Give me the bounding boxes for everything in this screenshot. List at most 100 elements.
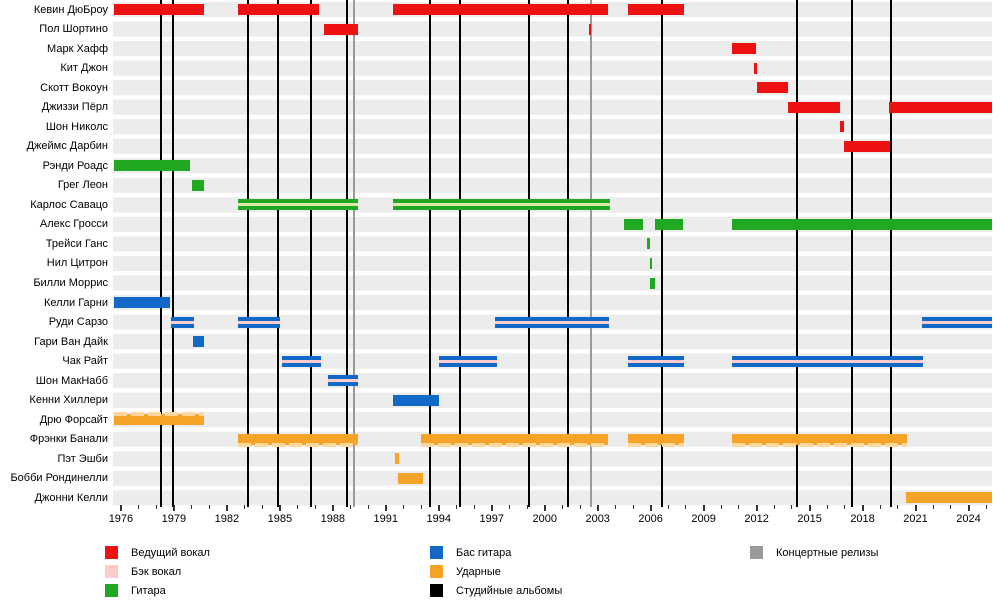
role-stripe — [731, 359, 923, 363]
timeline-bar — [281, 355, 322, 367]
timeline-bar — [889, 101, 992, 113]
studio-album-line-8 — [527, 0, 530, 507]
role-stripe — [238, 203, 358, 207]
timeline-bar — [238, 316, 280, 328]
timeline-bar — [392, 199, 611, 211]
x-axis-tick — [950, 505, 952, 509]
studio-album-line-4 — [309, 0, 312, 507]
blue-swatch — [430, 546, 443, 559]
timeline-bar — [191, 179, 204, 191]
member-label: Джиззи Пёрл — [41, 101, 108, 114]
member-label: Кит Джон — [60, 62, 108, 75]
x-axis-tick — [561, 505, 563, 509]
x-axis-tick-label: 1997 — [479, 513, 504, 525]
member-label: Пол Шортино — [39, 23, 108, 36]
x-axis-tick-label: 2012 — [744, 513, 769, 525]
timeline-bar — [753, 62, 757, 74]
x-axis-tick-label: 2018 — [850, 513, 875, 525]
studio-album-line-3 — [277, 0, 280, 507]
timeline-bar — [787, 101, 841, 113]
x-axis-tick — [808, 505, 811, 511]
studio-album-line-9 — [566, 0, 569, 507]
timeline-bar — [113, 4, 204, 15]
x-axis-tick-label: 1985 — [267, 513, 293, 525]
legend-label: Студийные альбомы — [456, 585, 563, 597]
role-stripe — [171, 320, 195, 324]
timeline-bar — [844, 140, 890, 152]
backing-vocal-fringe — [627, 442, 685, 447]
timeline-bar — [438, 355, 498, 367]
x-axis-tick — [455, 505, 457, 509]
x-axis-tick — [702, 505, 705, 511]
member-label: Шон МакНабб — [35, 374, 108, 387]
member-label: Нил Цитрон — [46, 257, 108, 270]
x-axis-tick — [172, 505, 175, 511]
x-axis-tick — [844, 505, 846, 509]
studio-album-line-2 — [247, 0, 250, 507]
x-axis-tick — [879, 505, 881, 509]
member-label: Джонни Келли — [34, 491, 108, 504]
x-axis-tick — [437, 505, 440, 511]
timeline-bar — [324, 23, 358, 35]
legend-label: Концертные релизы — [776, 547, 879, 559]
x-axis-tick-label: 2024 — [956, 513, 981, 525]
x-axis-tick — [755, 505, 758, 511]
x-axis-tick — [402, 505, 404, 509]
timeline-bar — [731, 43, 756, 55]
studio-album-line-13 — [889, 0, 892, 507]
timeline-bar — [905, 492, 992, 504]
red-swatch — [105, 546, 118, 559]
x-axis-tick — [119, 505, 122, 511]
x-axis-tick — [614, 505, 616, 509]
x-axis-tick — [191, 505, 193, 509]
timeline-bar — [193, 336, 204, 348]
member-label: Дрю Форсайт — [39, 413, 108, 426]
x-axis-tick-label: 2021 — [903, 513, 928, 525]
legend-label: Ударные — [456, 566, 501, 578]
member-label: Кевин ДюБроу — [33, 3, 108, 16]
timeline-bar — [113, 160, 190, 172]
x-axis-tick-label: 1991 — [373, 513, 399, 525]
timeline-bar — [647, 238, 650, 250]
x-axis-tick — [420, 505, 422, 509]
studio-album-line-6 — [428, 0, 431, 507]
timeline-bar — [171, 316, 195, 328]
x-axis-tick — [861, 505, 864, 511]
x-axis-tick — [473, 505, 475, 509]
live-release-line-0 — [353, 0, 356, 507]
role-stripe — [495, 320, 610, 324]
legend-label: Ведущий вокал — [131, 547, 210, 559]
x-axis-tick — [685, 505, 687, 509]
timeline-bar — [398, 472, 423, 484]
timeline-bar — [756, 82, 789, 94]
timeline-bar — [588, 23, 592, 35]
legend-label: Бас гитара — [456, 547, 512, 559]
timeline-bar — [113, 297, 171, 309]
role-stripe — [281, 359, 322, 363]
x-axis-tick — [543, 505, 546, 511]
x-axis-tick — [649, 505, 652, 511]
member-label: Джеймс Дарбин — [26, 140, 108, 153]
timeline-bar — [113, 412, 204, 426]
x-axis-tick-label: 2006 — [638, 513, 663, 525]
studio-album-line-12 — [850, 0, 853, 507]
member-label: Скотт Вокоун — [40, 81, 108, 94]
timeline-bar — [627, 355, 685, 367]
x-axis-tick — [138, 505, 140, 509]
x-axis-tick — [596, 505, 599, 511]
member-label: Карлос Савацо — [30, 198, 108, 211]
backing-vocal-fringe — [238, 442, 358, 447]
legend-label: Бэк вокал — [131, 566, 182, 578]
live-release-line-1 — [589, 0, 592, 507]
x-axis-tick — [579, 505, 581, 509]
studio-album-line-7 — [458, 0, 461, 507]
timeline-bar — [840, 121, 845, 133]
orange-swatch — [430, 565, 443, 578]
member-label: Билли Моррис — [33, 277, 108, 290]
x-axis-tick — [367, 505, 369, 509]
member-label: Шон Николс — [45, 120, 108, 133]
x-axis-tick-label: 1982 — [214, 513, 240, 525]
x-axis-tick — [985, 505, 987, 509]
x-axis-tick — [208, 505, 210, 509]
backing-vocal-fringe — [421, 442, 609, 447]
